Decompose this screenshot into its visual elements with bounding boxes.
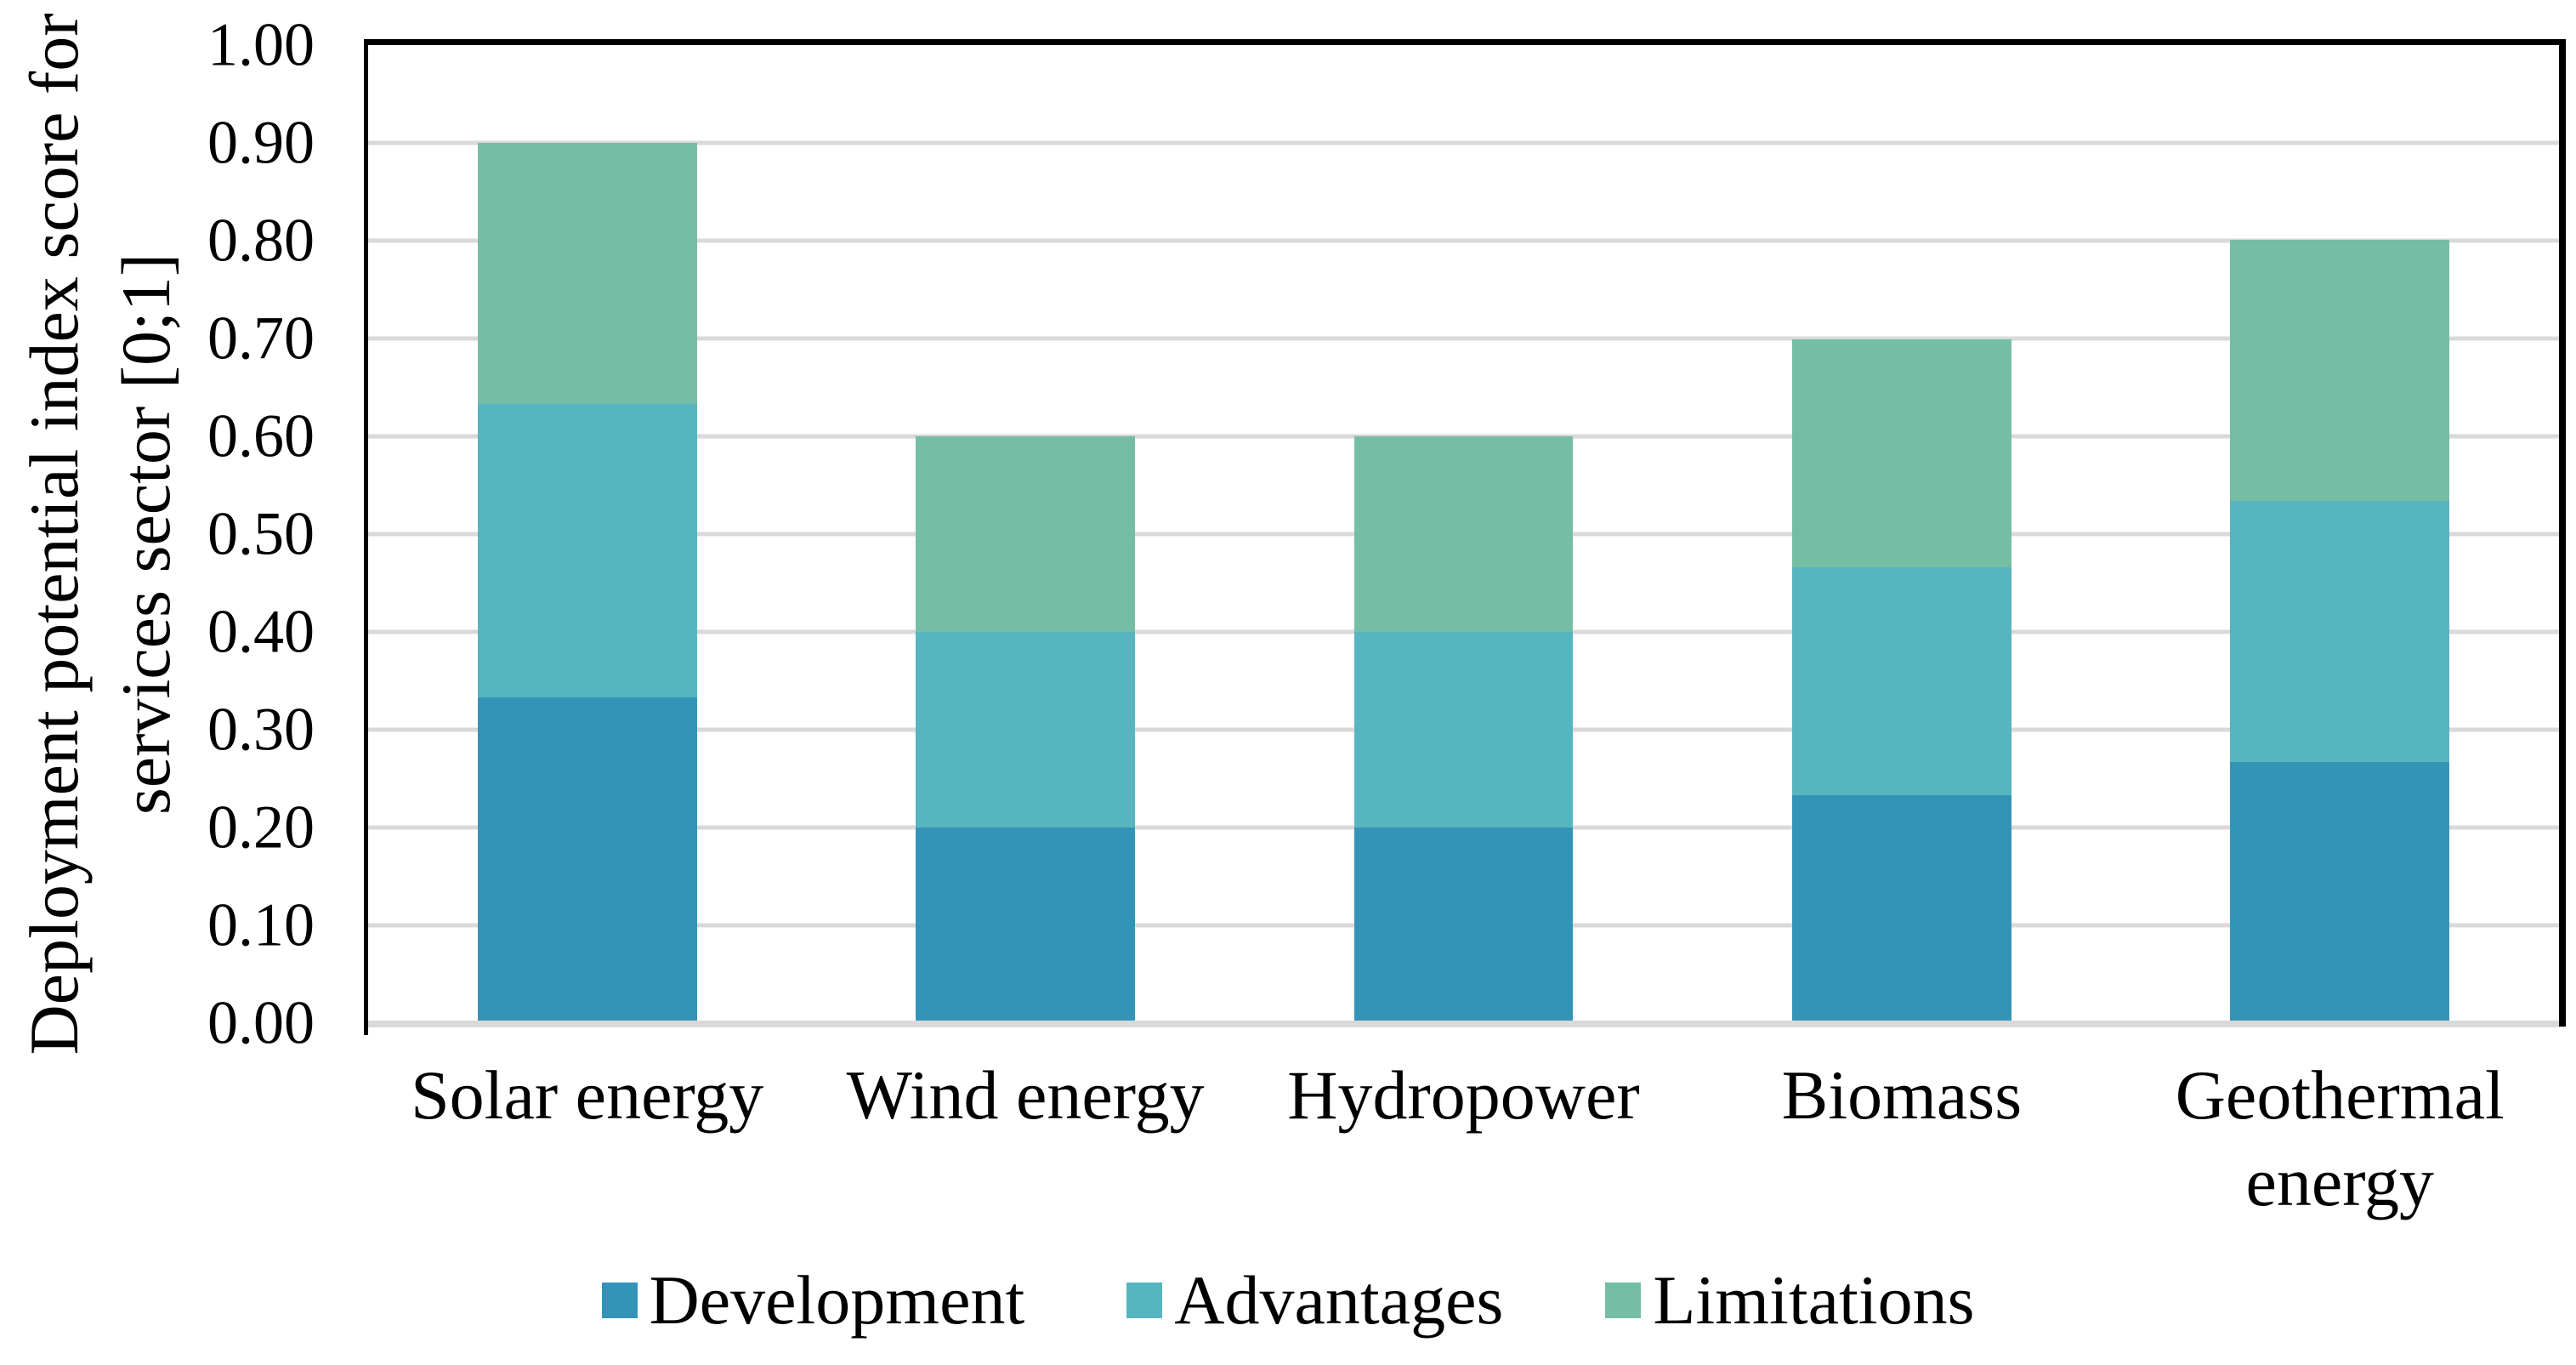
bar-slot	[368, 45, 806, 1023]
bar-segment-advantages	[916, 632, 1135, 828]
y-tick-label: 1.00	[207, 10, 315, 79]
bar-segment-limitations	[2230, 239, 2450, 501]
legend-item-development: Development	[601, 1261, 1025, 1339]
legend-swatch-development	[601, 1283, 638, 1318]
bar-segment-development	[1353, 828, 1574, 1023]
legend-item-limitations: Limitations	[1605, 1265, 1974, 1335]
bar-segment-development	[477, 697, 697, 1023]
bar-wind-energy	[916, 436, 1135, 1023]
bar-segment-limitations	[1792, 339, 2011, 568]
y-tick-label: 0.20	[207, 793, 315, 862]
bar-segment-development	[1792, 795, 2011, 1023]
legend-label: Advantages	[1174, 1261, 1504, 1339]
y-tick-label: 0.90	[207, 108, 315, 177]
bar-segment-limitations	[1353, 436, 1574, 632]
plot-border-top	[364, 39, 2566, 45]
y-tick-label: 0.10	[207, 890, 315, 959]
bar-solar-energy	[477, 143, 697, 1023]
plot-area	[364, 39, 2566, 1035]
gridline	[368, 238, 2559, 243]
y-tick-label: 0.50	[207, 499, 315, 568]
y-axis-line	[364, 39, 368, 1035]
bar-segment-advantages	[2230, 500, 2450, 762]
bar-segment-limitations	[477, 143, 697, 405]
bars	[368, 45, 2559, 1023]
x-axis-labels: Solar energy Wind energy Hydropower Biomass…	[368, 1052, 2559, 1225]
gridline	[368, 140, 2559, 145]
bar-slot	[1245, 45, 1682, 1023]
x-axis-label: Wind energy	[846, 1056, 1205, 1134]
legend-swatch-advantages	[1126, 1283, 1163, 1318]
bar-segment-limitations	[916, 436, 1135, 632]
legend: Development Advantages Limitations	[0, 1265, 2576, 1335]
legend-swatch-limitations	[1605, 1283, 1642, 1318]
bar-geothermal-energy	[2230, 239, 2450, 1023]
bar-slot	[1682, 45, 2120, 1023]
legend-item-advantages: Advantages	[1126, 1265, 1503, 1335]
x-axis-label: Biomass	[1781, 1056, 2023, 1134]
y-tick-label: 0.80	[207, 206, 315, 275]
bar-segment-development	[2230, 761, 2450, 1023]
legend-label: Development	[649, 1261, 1025, 1339]
bar-segment-advantages	[477, 404, 697, 698]
x-axis-label: Solar energy	[411, 1056, 764, 1134]
x-axis-line	[364, 1021, 2566, 1027]
y-tick-label: 0.60	[207, 401, 315, 470]
bar-segment-advantages	[1792, 567, 2011, 796]
gridline	[368, 336, 2559, 341]
legend-label: Limitations	[1653, 1261, 1975, 1339]
bar-slot	[2121, 45, 2559, 1023]
bar-segment-advantages	[1353, 632, 1574, 828]
bar-biomass	[1792, 339, 2011, 1023]
bar-slot	[806, 45, 1244, 1023]
bar-segment-development	[916, 828, 1135, 1023]
y-tick-label: 0.70	[207, 304, 315, 373]
y-tick-label: 0.00	[207, 988, 315, 1057]
y-tick-label: 0.40	[207, 597, 315, 666]
x-axis-label: Hydropower	[1287, 1056, 1640, 1134]
y-axis-tick-labels: 1.00 0.90 0.80 0.70 0.60 0.50 0.40 0.30 0.20 0.10…	[0, 11, 315, 1057]
x-axis-label: Geothermal energy	[2175, 1056, 2505, 1220]
bar-hydropower	[1353, 436, 1574, 1023]
y-tick-label: 0.30	[207, 695, 315, 764]
plot-border-right	[2559, 39, 2566, 1027]
